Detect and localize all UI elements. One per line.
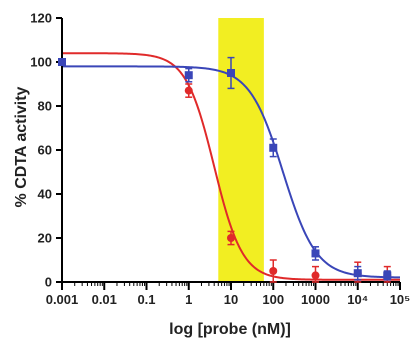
- y-tick-label: 120: [30, 11, 52, 26]
- square-marker: [269, 143, 278, 152]
- data-point-series-1: [227, 230, 235, 246]
- square-marker: [58, 58, 66, 66]
- square-marker: [353, 269, 362, 278]
- data-point-series-2: [311, 246, 320, 261]
- data-point-series-2: [184, 67, 193, 83]
- data-point-series-1: [269, 259, 278, 283]
- highlight-band: [218, 18, 264, 282]
- circle-marker: [227, 234, 235, 242]
- data-point-series-2: [227, 56, 235, 90]
- data-point-series-2: [269, 138, 278, 158]
- square-marker: [311, 249, 320, 258]
- x-tick-label: 0.1: [137, 292, 155, 307]
- highlight-band-layer: [218, 18, 264, 282]
- data-point-series-2: [58, 58, 66, 66]
- x-tick-label: 10⁴: [347, 292, 368, 307]
- circle-marker: [184, 86, 193, 95]
- data-point-series-2: [383, 270, 392, 281]
- x-tick-label: 10⁵: [390, 292, 411, 307]
- y-tick-label: 60: [38, 143, 52, 158]
- x-tick-label: 0.01: [92, 292, 117, 307]
- y-tick-label: 100: [30, 55, 52, 70]
- square-marker: [184, 71, 193, 80]
- x-tick-label: 1: [185, 292, 192, 307]
- y-tick-label: 20: [38, 231, 52, 246]
- y-tick-label: 0: [45, 275, 52, 290]
- data-points-layer: [58, 56, 392, 283]
- circle-marker: [269, 267, 278, 275]
- square-marker: [227, 69, 235, 77]
- data-point-series-1: [184, 83, 193, 98]
- x-tick-label: 100: [262, 292, 284, 307]
- y-axis-title: % CDTA activity: [13, 86, 30, 207]
- y-tick-label: 40: [38, 187, 52, 202]
- data-point-series-1: [311, 265, 320, 283]
- data-point-series-2: [353, 265, 362, 281]
- x-axis-title: log [probe (nM)]: [169, 321, 291, 338]
- x-tick-label: 1000: [301, 292, 330, 307]
- square-marker: [383, 271, 392, 280]
- fit-curve-1: [61, 52, 400, 281]
- circle-marker: [311, 271, 320, 280]
- x-tick-label: 10: [224, 292, 238, 307]
- y-tick-label: 80: [38, 99, 52, 114]
- x-tick-label: 0.001: [46, 292, 79, 307]
